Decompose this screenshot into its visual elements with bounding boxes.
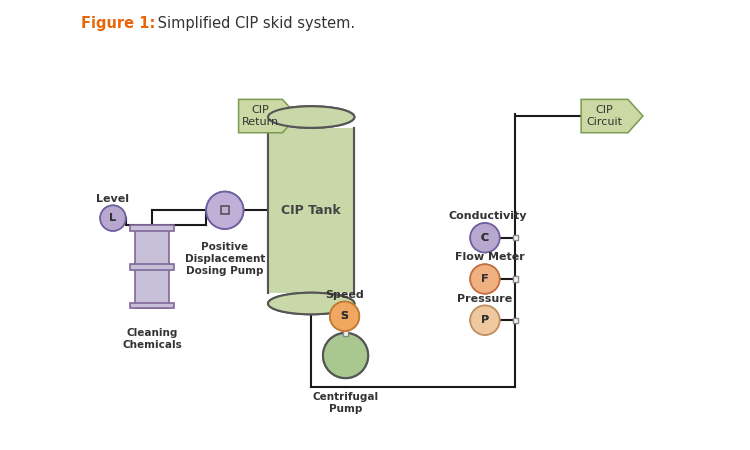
Ellipse shape xyxy=(268,106,355,128)
Text: L: L xyxy=(110,213,116,223)
Text: Figure 1:: Figure 1: xyxy=(80,16,155,32)
Text: Positive
Displacement
Dosing Pump: Positive Displacement Dosing Pump xyxy=(184,242,265,276)
Bar xyxy=(130,302,174,308)
Circle shape xyxy=(323,333,368,378)
Text: S: S xyxy=(340,311,349,321)
Bar xyxy=(513,318,518,323)
Circle shape xyxy=(323,333,368,378)
Text: C: C xyxy=(481,233,489,243)
Text: C: C xyxy=(481,233,489,243)
Ellipse shape xyxy=(268,106,355,128)
Text: Speed: Speed xyxy=(326,290,364,300)
Text: S: S xyxy=(340,311,349,321)
Circle shape xyxy=(330,302,359,331)
Circle shape xyxy=(470,264,500,294)
Circle shape xyxy=(470,306,500,335)
Text: Centrifugal
Pump: Centrifugal Pump xyxy=(313,392,379,414)
Text: Flow Meter: Flow Meter xyxy=(455,252,525,262)
Circle shape xyxy=(330,302,359,331)
Bar xyxy=(343,330,348,336)
Ellipse shape xyxy=(268,292,355,314)
Bar xyxy=(513,235,518,240)
Ellipse shape xyxy=(268,292,355,314)
Bar xyxy=(135,225,170,308)
Text: CIP Tank: CIP Tank xyxy=(281,204,341,217)
Circle shape xyxy=(100,205,126,231)
Bar xyxy=(130,264,174,270)
Text: P: P xyxy=(481,315,489,325)
Text: F: F xyxy=(482,274,489,284)
Circle shape xyxy=(206,192,244,229)
Bar xyxy=(221,207,229,214)
Bar xyxy=(221,207,229,214)
Bar xyxy=(343,330,348,336)
Text: Pressure: Pressure xyxy=(458,293,512,304)
Text: L: L xyxy=(110,213,116,223)
Circle shape xyxy=(470,223,500,252)
Polygon shape xyxy=(238,99,298,133)
Text: Simplified CIP skid system.: Simplified CIP skid system. xyxy=(153,16,356,32)
Bar xyxy=(269,129,353,292)
Circle shape xyxy=(470,264,500,294)
Circle shape xyxy=(470,306,500,335)
Text: CIP
Circuit: CIP Circuit xyxy=(586,105,622,127)
Bar xyxy=(130,225,174,231)
Text: F: F xyxy=(482,274,489,284)
Text: Level: Level xyxy=(97,194,130,204)
Text: Conductivity: Conductivity xyxy=(448,211,527,221)
Bar xyxy=(513,276,518,282)
Text: P: P xyxy=(481,315,489,325)
Text: Cleaning
Chemicals: Cleaning Chemicals xyxy=(122,328,182,351)
Bar xyxy=(513,276,518,282)
Circle shape xyxy=(470,223,500,252)
Circle shape xyxy=(206,192,244,229)
Circle shape xyxy=(100,205,126,231)
Bar xyxy=(268,128,355,292)
Text: CIP
Return: CIP Return xyxy=(242,105,279,127)
Bar xyxy=(513,318,518,323)
Polygon shape xyxy=(581,99,643,133)
Bar xyxy=(513,235,518,240)
